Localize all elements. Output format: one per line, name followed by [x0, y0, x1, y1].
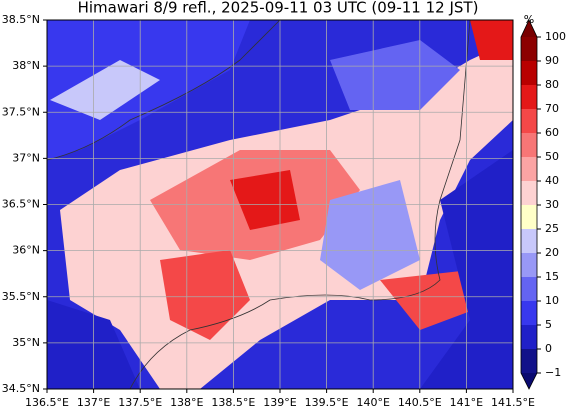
colorbar-tick-label: 50: [545, 150, 559, 163]
colorbar-over: [521, 20, 537, 37]
x-tick-label: 138.5°E: [211, 396, 255, 409]
colorbar-tick-label: 90: [545, 54, 559, 67]
colorbar-tick-label: 30: [545, 198, 559, 211]
colorbar-segment: [521, 205, 537, 229]
colorbar-tick-label: −1: [545, 366, 561, 379]
x-tick-label: 140.5°E: [398, 396, 442, 409]
colorbar-tick-label: 20: [545, 246, 559, 259]
colorbar-tick-label: 0: [545, 342, 552, 355]
y-tick-label: 36°N: [12, 244, 40, 257]
y-tick-label: 36.5°N: [2, 198, 40, 211]
y-tick-label: 35.5°N: [2, 290, 40, 303]
colorbar-segment: [521, 157, 537, 181]
x-tick-label: 140°E: [356, 396, 389, 409]
colorbar-segment: [521, 277, 537, 301]
y-tick-label: 38.5°N: [2, 13, 40, 26]
x-tick-label: 139.5°E: [305, 396, 349, 409]
colorbar-segment: [521, 133, 537, 157]
x-tick-label: 137°E: [77, 396, 110, 409]
colorbar-tick-label: 100: [545, 30, 566, 43]
colorbar-segment: [521, 85, 537, 109]
x-tick-label: 138°E: [170, 396, 203, 409]
y-tick-label: 35°N: [12, 336, 40, 349]
map-title: Himawari 8/9 refl., 2025-09-11 03 UTC (0…: [78, 0, 479, 17]
colorbar-tick-label: 80: [545, 78, 559, 91]
colorbar-segment: [521, 61, 537, 85]
x-tick-label: 141°E: [450, 396, 483, 409]
colorbar-segment: [521, 325, 537, 349]
colorbar-tick-label: 5: [545, 318, 552, 331]
colorbar-segment: [521, 37, 537, 61]
colorbar-under: [521, 373, 537, 389]
colorbar-segment: [521, 181, 537, 205]
colorbar-tick-label: 10: [545, 294, 559, 307]
colorbar-segment: [521, 229, 537, 253]
colorbar-tick-label: 40: [545, 174, 559, 187]
x-tick-label: 137.5°E: [118, 396, 162, 409]
y-tick-label: 37.5°N: [2, 105, 40, 118]
colorbar-segment: [521, 301, 537, 325]
colorbar-segment: [521, 109, 537, 133]
colorbar-segment: [521, 253, 537, 277]
colorbar-tick-label: 60: [545, 126, 559, 139]
x-tick-label: 136.5°E: [25, 396, 69, 409]
colorbar-tick-label: 15: [545, 270, 559, 283]
x-tick-label: 139°E: [263, 396, 296, 409]
y-tick-label: 34.5°N: [2, 382, 40, 395]
colorbar-segment: [521, 349, 537, 373]
y-tick-label: 38°N: [12, 59, 40, 72]
y-tick-label: 37°N: [12, 151, 40, 164]
colorbar-tick-label: 25: [545, 222, 559, 235]
x-tick-label: 141.5°E: [491, 396, 535, 409]
colorbar-tick-label: 70: [545, 102, 559, 115]
